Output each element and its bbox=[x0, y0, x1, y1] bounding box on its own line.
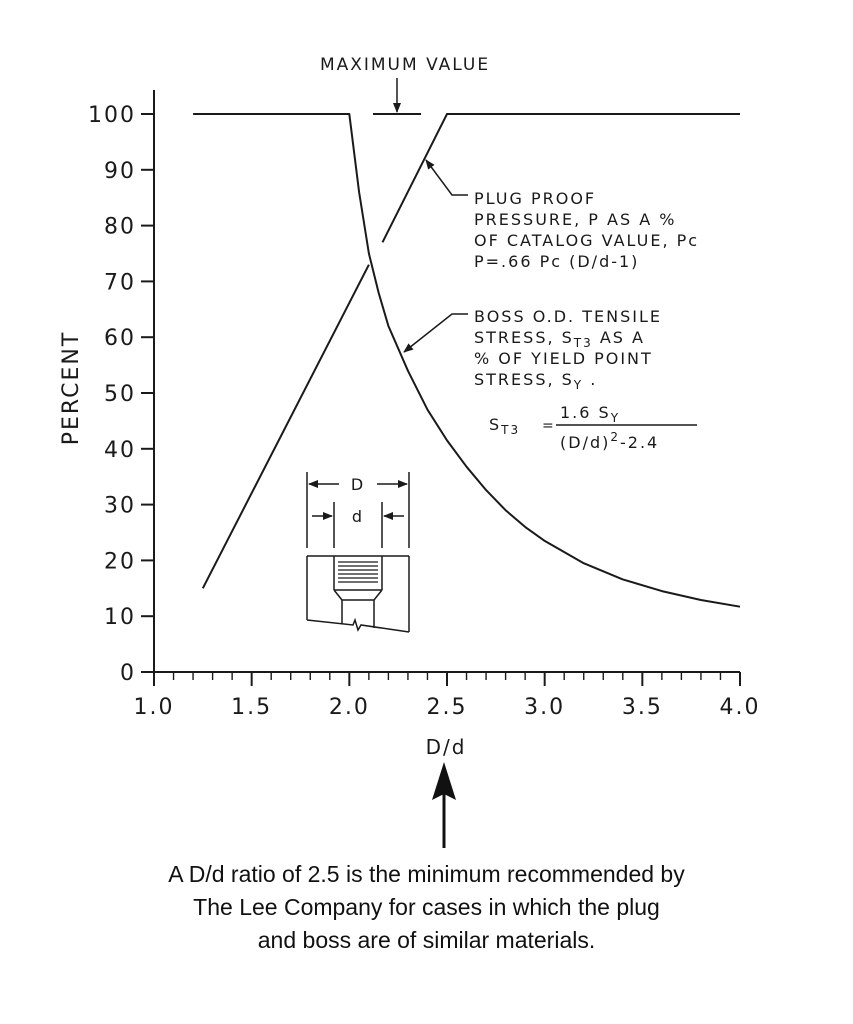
inner-dim-label: d bbox=[352, 507, 364, 526]
x-axis-title: D/d bbox=[426, 735, 467, 759]
callout-arrow bbox=[432, 762, 456, 848]
x-tick-label-4: 3.0 bbox=[524, 695, 565, 720]
y-axis-title: PERCENT bbox=[59, 331, 84, 446]
max-value-annotation: MAXIMUM VALUE bbox=[320, 55, 490, 115]
plug-label-line-3: OF CATALOG VALUE, Pc bbox=[474, 231, 699, 250]
y-tick-label-8: 80 bbox=[104, 215, 136, 240]
boss-label-line-1: BOSS O.D. TENSILE bbox=[474, 307, 662, 326]
series-line-plug-lower bbox=[201, 264, 370, 589]
boss-label-line-4: STRESS, SY . bbox=[474, 370, 597, 392]
plug-label-line-1: PLUG PROOF bbox=[474, 189, 596, 208]
plug-label-line-2: PRESSURE, P AS A % bbox=[474, 210, 676, 229]
formula-lhs: ST3 bbox=[489, 415, 520, 437]
boss-diagram: D d bbox=[306, 472, 410, 633]
y-tick-label-1: 10 bbox=[104, 605, 136, 630]
boss-annotation: BOSS O.D. TENSILE STRESS, ST3 AS A % OF … bbox=[403, 307, 662, 392]
formula-numerator: 1.6 SY bbox=[560, 403, 620, 425]
stress-formula: ST3 = 1.6 SY (D/d)2-2.4 bbox=[489, 403, 697, 452]
y-tick-label-3: 30 bbox=[104, 494, 136, 519]
y-tick-label-9: 90 bbox=[104, 159, 136, 184]
caption-line-1: A D/d ratio of 2.5 is the minimum recomm… bbox=[168, 861, 685, 887]
x-tick-label-1: 1.5 bbox=[231, 695, 272, 720]
caption: A D/d ratio of 2.5 is the minimum recomm… bbox=[0, 858, 853, 957]
boss-leader bbox=[403, 313, 468, 353]
y-tick-label-7: 70 bbox=[104, 270, 136, 295]
axes bbox=[153, 90, 740, 673]
boss-label-line-2: STRESS, ST3 AS A bbox=[474, 328, 645, 350]
outer-dim-label: D bbox=[351, 475, 365, 494]
ticks: 0 10 20 30 40 50 60 70 80 90 100 1.0 1.5 2.0 2.5 3.0 3.5… bbox=[88, 103, 761, 720]
y-tick-label-4: 40 bbox=[104, 438, 136, 463]
caption-line-3: and boss are of similar materials. bbox=[257, 927, 596, 953]
caption-line-2: The Lee Company for cases in which the p… bbox=[193, 894, 660, 920]
x-tick-label-2: 2.0 bbox=[329, 695, 370, 720]
x-tick-label-5: 3.5 bbox=[622, 695, 663, 720]
y-tick-label-0: 0 bbox=[120, 661, 136, 686]
max-value-label: MAXIMUM VALUE bbox=[320, 55, 490, 75]
thread-lines bbox=[338, 561, 378, 583]
plug-leader bbox=[425, 159, 468, 196]
x-tick-label-3: 2.5 bbox=[427, 695, 468, 720]
y-tick-label-2: 20 bbox=[104, 549, 136, 574]
boss-label-line-3: % OF YIELD POINT bbox=[474, 349, 653, 368]
x-tick-label-0: 1.0 bbox=[134, 695, 175, 720]
y-tick-label-10: 100 bbox=[88, 103, 136, 128]
chart: 0 10 20 30 40 50 60 70 80 90 100 1.0 1.5 2.0 2.5 3.0 3.5… bbox=[59, 55, 761, 848]
series-line-boss bbox=[193, 113, 741, 608]
y-tick-label-5: 50 bbox=[104, 382, 136, 407]
formula-equals: = bbox=[542, 418, 556, 434]
plug-label-line-4: P=.66 Pc (D/d-1) bbox=[474, 252, 639, 271]
series bbox=[193, 113, 741, 608]
y-tick-label-6: 60 bbox=[104, 326, 136, 351]
formula-denominator: (D/d)2-2.4 bbox=[560, 430, 659, 452]
x-tick-label-6: 4.0 bbox=[720, 695, 761, 720]
plug-annotation: PLUG PROOF PRESSURE, P AS A % OF CATALOG… bbox=[425, 159, 699, 271]
series-line-plug-upper bbox=[381, 113, 740, 243]
